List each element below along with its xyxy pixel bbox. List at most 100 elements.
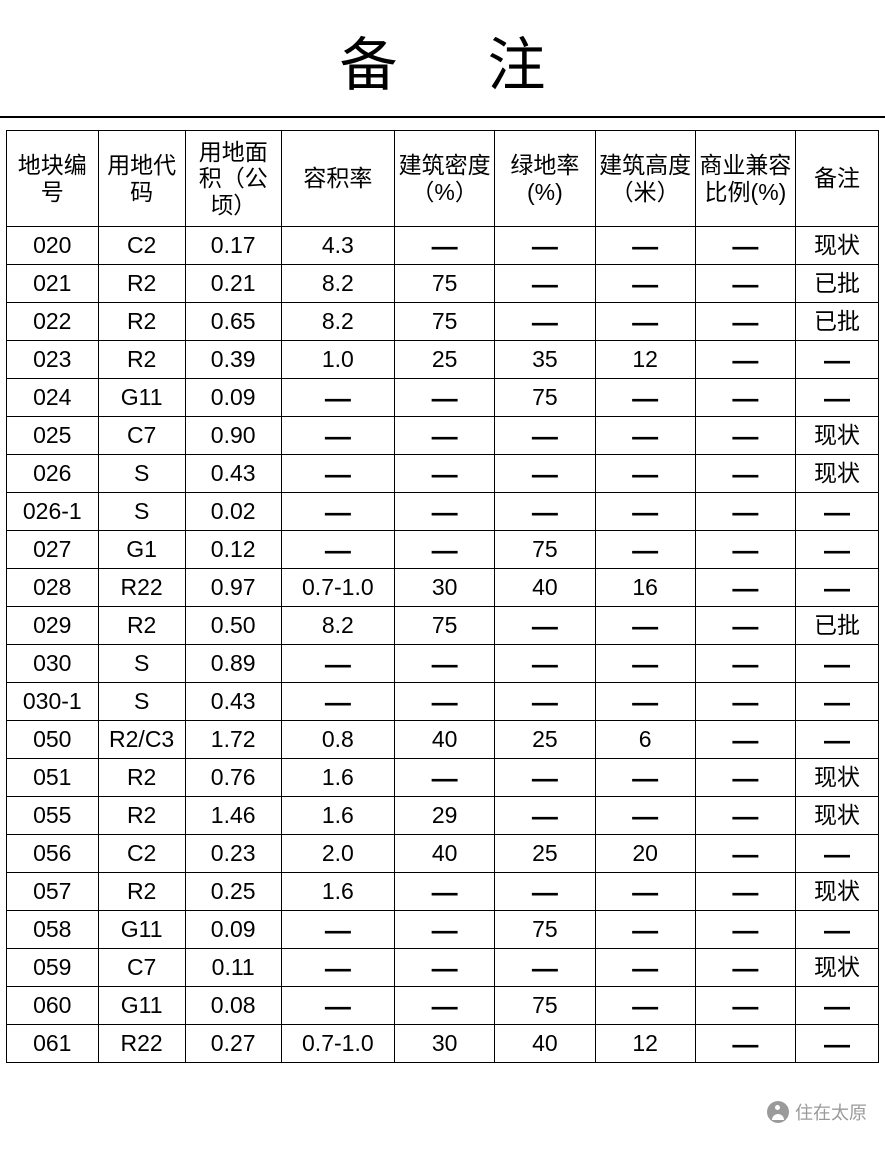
table-cell: G11 [98,987,185,1025]
table-cell: — [595,607,695,645]
table-cell: — [281,493,394,531]
table-row: 050R2/C31.720.840256—— [7,721,879,759]
watermark-text: 住在太原 [795,1099,867,1125]
table-row: 030S0.89—————— [7,645,879,683]
table-cell: — [395,873,495,911]
table-cell: — [281,683,394,721]
table-cell: 现状 [796,227,879,265]
table-row: 029R20.508.275———已批 [7,607,879,645]
table-cell: — [695,873,795,911]
table-cell: 059 [7,949,99,987]
table-cell: 8.2 [281,265,394,303]
table-cell: — [281,417,394,455]
table-cell: 25 [495,835,595,873]
col-remark: 备注 [796,131,879,227]
table-cell: 4.3 [281,227,394,265]
table-cell: 75 [495,379,595,417]
table-cell: 40 [495,569,595,607]
table-cell: — [395,987,495,1025]
table-cell: 029 [7,607,99,645]
col-green-ratio: 绿地率(%) [495,131,595,227]
table-cell: 051 [7,759,99,797]
table-row: 061R220.270.7-1.0304012—— [7,1025,879,1063]
table-cell: 30 [395,569,495,607]
table-container: 地块编号 用地代码 用地面积（公顷） 容积率 建筑密度（%） 绿地率(%) 建筑… [0,118,885,1069]
table-cell: 75 [495,911,595,949]
table-cell: — [595,303,695,341]
table-cell: 050 [7,721,99,759]
table-cell: 0.7-1.0 [281,569,394,607]
table-cell: — [695,493,795,531]
table-cell: G1 [98,531,185,569]
table-cell: — [595,265,695,303]
table-row: 060G110.08——75——— [7,987,879,1025]
table-row: 028R220.970.7-1.0304016—— [7,569,879,607]
col-parcel-id: 地块编号 [7,131,99,227]
table-cell: — [495,303,595,341]
table-cell: — [495,797,595,835]
table-cell: 0.50 [185,607,281,645]
table-cell: 028 [7,569,99,607]
table-cell: 75 [495,531,595,569]
table-cell: 12 [595,1025,695,1063]
table-cell: — [495,227,595,265]
table-row: 022R20.658.275———已批 [7,303,879,341]
table-cell: 0.7-1.0 [281,1025,394,1063]
table-cell: C7 [98,949,185,987]
table-cell: — [695,341,795,379]
table-cell: 已批 [796,303,879,341]
table-cell: — [495,455,595,493]
table-cell: R2 [98,303,185,341]
table-cell: 30 [395,1025,495,1063]
table-cell: 025 [7,417,99,455]
table-cell: — [796,341,879,379]
table-cell: 024 [7,379,99,417]
table-cell: 0.11 [185,949,281,987]
table-cell: 0.09 [185,379,281,417]
table-cell: — [695,455,795,493]
table-cell: S [98,493,185,531]
table-row: 024G110.09——75——— [7,379,879,417]
table-cell: 0.90 [185,417,281,455]
table-row: 051R20.761.6————现状 [7,759,879,797]
table-cell: — [796,379,879,417]
table-cell: 0.43 [185,455,281,493]
table-cell: — [281,379,394,417]
col-land-code: 用地代码 [98,131,185,227]
table-cell: — [495,683,595,721]
table-cell: R2 [98,341,185,379]
table-cell: — [695,683,795,721]
table-cell: 020 [7,227,99,265]
table-cell: 已批 [796,265,879,303]
table-cell: 0.17 [185,227,281,265]
table-cell: — [495,607,595,645]
table-cell: — [595,683,695,721]
table-cell: 现状 [796,455,879,493]
table-cell: 0.27 [185,1025,281,1063]
table-cell: 030-1 [7,683,99,721]
table-cell: 0.12 [185,531,281,569]
table-cell: 12 [595,341,695,379]
table-cell: R2 [98,265,185,303]
table-cell: 8.2 [281,607,394,645]
col-building-density: 建筑密度（%） [395,131,495,227]
table-cell: 40 [395,835,495,873]
table-cell: — [695,1025,795,1063]
table-header-row: 地块编号 用地代码 用地面积（公顷） 容积率 建筑密度（%） 绿地率(%) 建筑… [7,131,879,227]
table-cell: S [98,455,185,493]
table-cell: C2 [98,835,185,873]
table-cell: 75 [395,607,495,645]
table-cell: — [281,645,394,683]
bottom-spacer [0,1069,885,1139]
table-cell: — [495,417,595,455]
table-cell: 0.02 [185,493,281,531]
table-cell: 0.23 [185,835,281,873]
table-cell: — [595,455,695,493]
table-row: 025C70.90—————现状 [7,417,879,455]
table-cell: — [595,759,695,797]
table-row: 023R20.391.0253512—— [7,341,879,379]
table-row: 057R20.251.6————现状 [7,873,879,911]
table-cell: — [595,417,695,455]
table-cell: — [796,569,879,607]
table-cell: — [595,379,695,417]
